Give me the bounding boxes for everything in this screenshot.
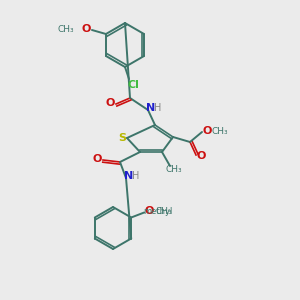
Text: O: O [145,206,154,217]
Text: N: N [124,171,134,181]
Text: CH₃: CH₃ [57,25,74,34]
Text: O: O [81,24,91,34]
Text: CH₃: CH₃ [212,127,229,136]
Text: N: N [146,103,156,113]
Text: CH₃: CH₃ [155,207,172,216]
Text: O: O [105,98,115,108]
Text: CH₃: CH₃ [166,164,182,173]
Text: H: H [154,103,162,113]
Text: O: O [202,126,212,136]
Text: methyl: methyl [143,207,173,216]
Text: O: O [196,151,206,161]
Text: S: S [118,133,126,143]
Text: O: O [92,154,102,164]
Text: Cl: Cl [127,80,139,90]
Text: H: H [132,171,140,181]
